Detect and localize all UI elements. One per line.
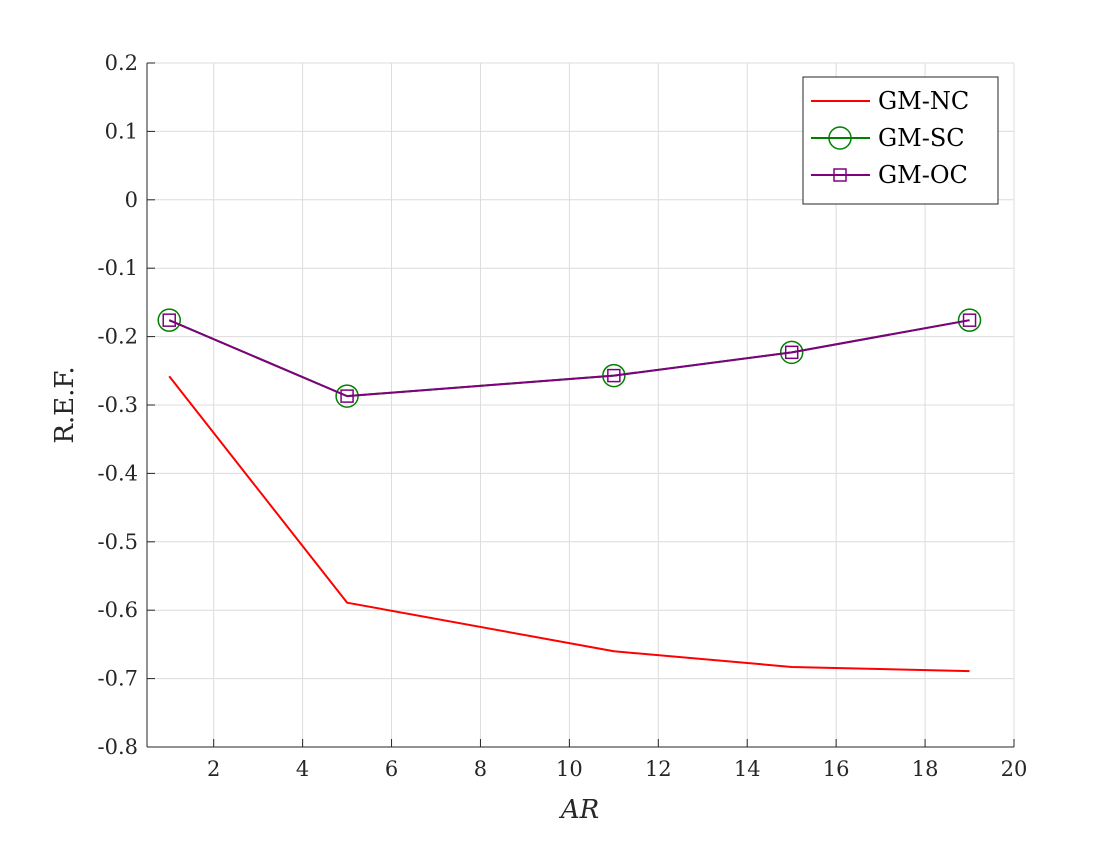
y-tick-label: -0.1 [98, 256, 139, 280]
legend-label-gm-nc: GM-NC [878, 87, 969, 115]
data-point-gm-oc [340, 389, 354, 403]
data-point-gm-sc [779, 340, 804, 365]
x-tick-label: 16 [823, 757, 850, 781]
y-tick-label: -0.5 [98, 530, 139, 554]
x-tick-label: 10 [556, 757, 583, 781]
data-point-gm-oc [962, 313, 977, 327]
series-line-gm-nc [168, 375, 970, 673]
series-gm-nc [168, 375, 970, 673]
y-tick-label: -0.6 [98, 598, 139, 622]
legend-marker-gm-sc [828, 126, 852, 150]
y-tick-label: 0.1 [105, 119, 138, 143]
series-line-gm-oc [168, 319, 970, 398]
legend-box [802, 76, 999, 205]
x-tick-label: 14 [734, 757, 761, 781]
y-tick-label: -0.2 [98, 325, 139, 349]
x-tick-label: 8 [474, 757, 487, 781]
y-tick-label: -0.8 [98, 735, 139, 759]
data-point-gm-sc [957, 308, 982, 332]
series-gm-oc [162, 313, 977, 403]
data-point-gm-sc [157, 308, 181, 332]
x-tick-label: 6 [385, 757, 398, 781]
x-tick-label: 4 [296, 757, 309, 781]
x-tick-label: 18 [912, 757, 939, 781]
data-point-gm-oc [784, 345, 799, 360]
series-layer [157, 308, 982, 673]
y-tick-label: 0 [125, 188, 138, 212]
data-point-gm-oc [162, 313, 176, 327]
x-tick-label: 20 [1001, 757, 1028, 781]
legend-marker-gm-oc [833, 168, 847, 182]
y-tick-label: -0.7 [98, 667, 139, 691]
data-point-gm-oc [607, 368, 621, 383]
y-tick-label: -0.4 [98, 461, 139, 485]
legend-label-gm-oc: GM-OC [878, 161, 968, 189]
tick-labels: 2 4 6 8 10 12 14 16 18 20 -0.8 -0.7 -0.6 -0.5 -0.4 -0.3… [98, 51, 1028, 781]
grid [147, 62, 1015, 748]
x-tick-label: 2 [207, 757, 220, 781]
x-axis-title: AR [559, 795, 599, 825]
y-tick-label: -0.3 [98, 393, 139, 417]
x-tick-label: 12 [645, 757, 672, 781]
legend: GM-NC GM-SC GM-OC [802, 76, 999, 205]
legend-label-gm-sc: GM-SC [878, 124, 965, 152]
y-axis-title: R.E.F. [50, 366, 80, 443]
axes [146, 62, 1015, 748]
y-tick-label: 0.2 [105, 51, 138, 75]
